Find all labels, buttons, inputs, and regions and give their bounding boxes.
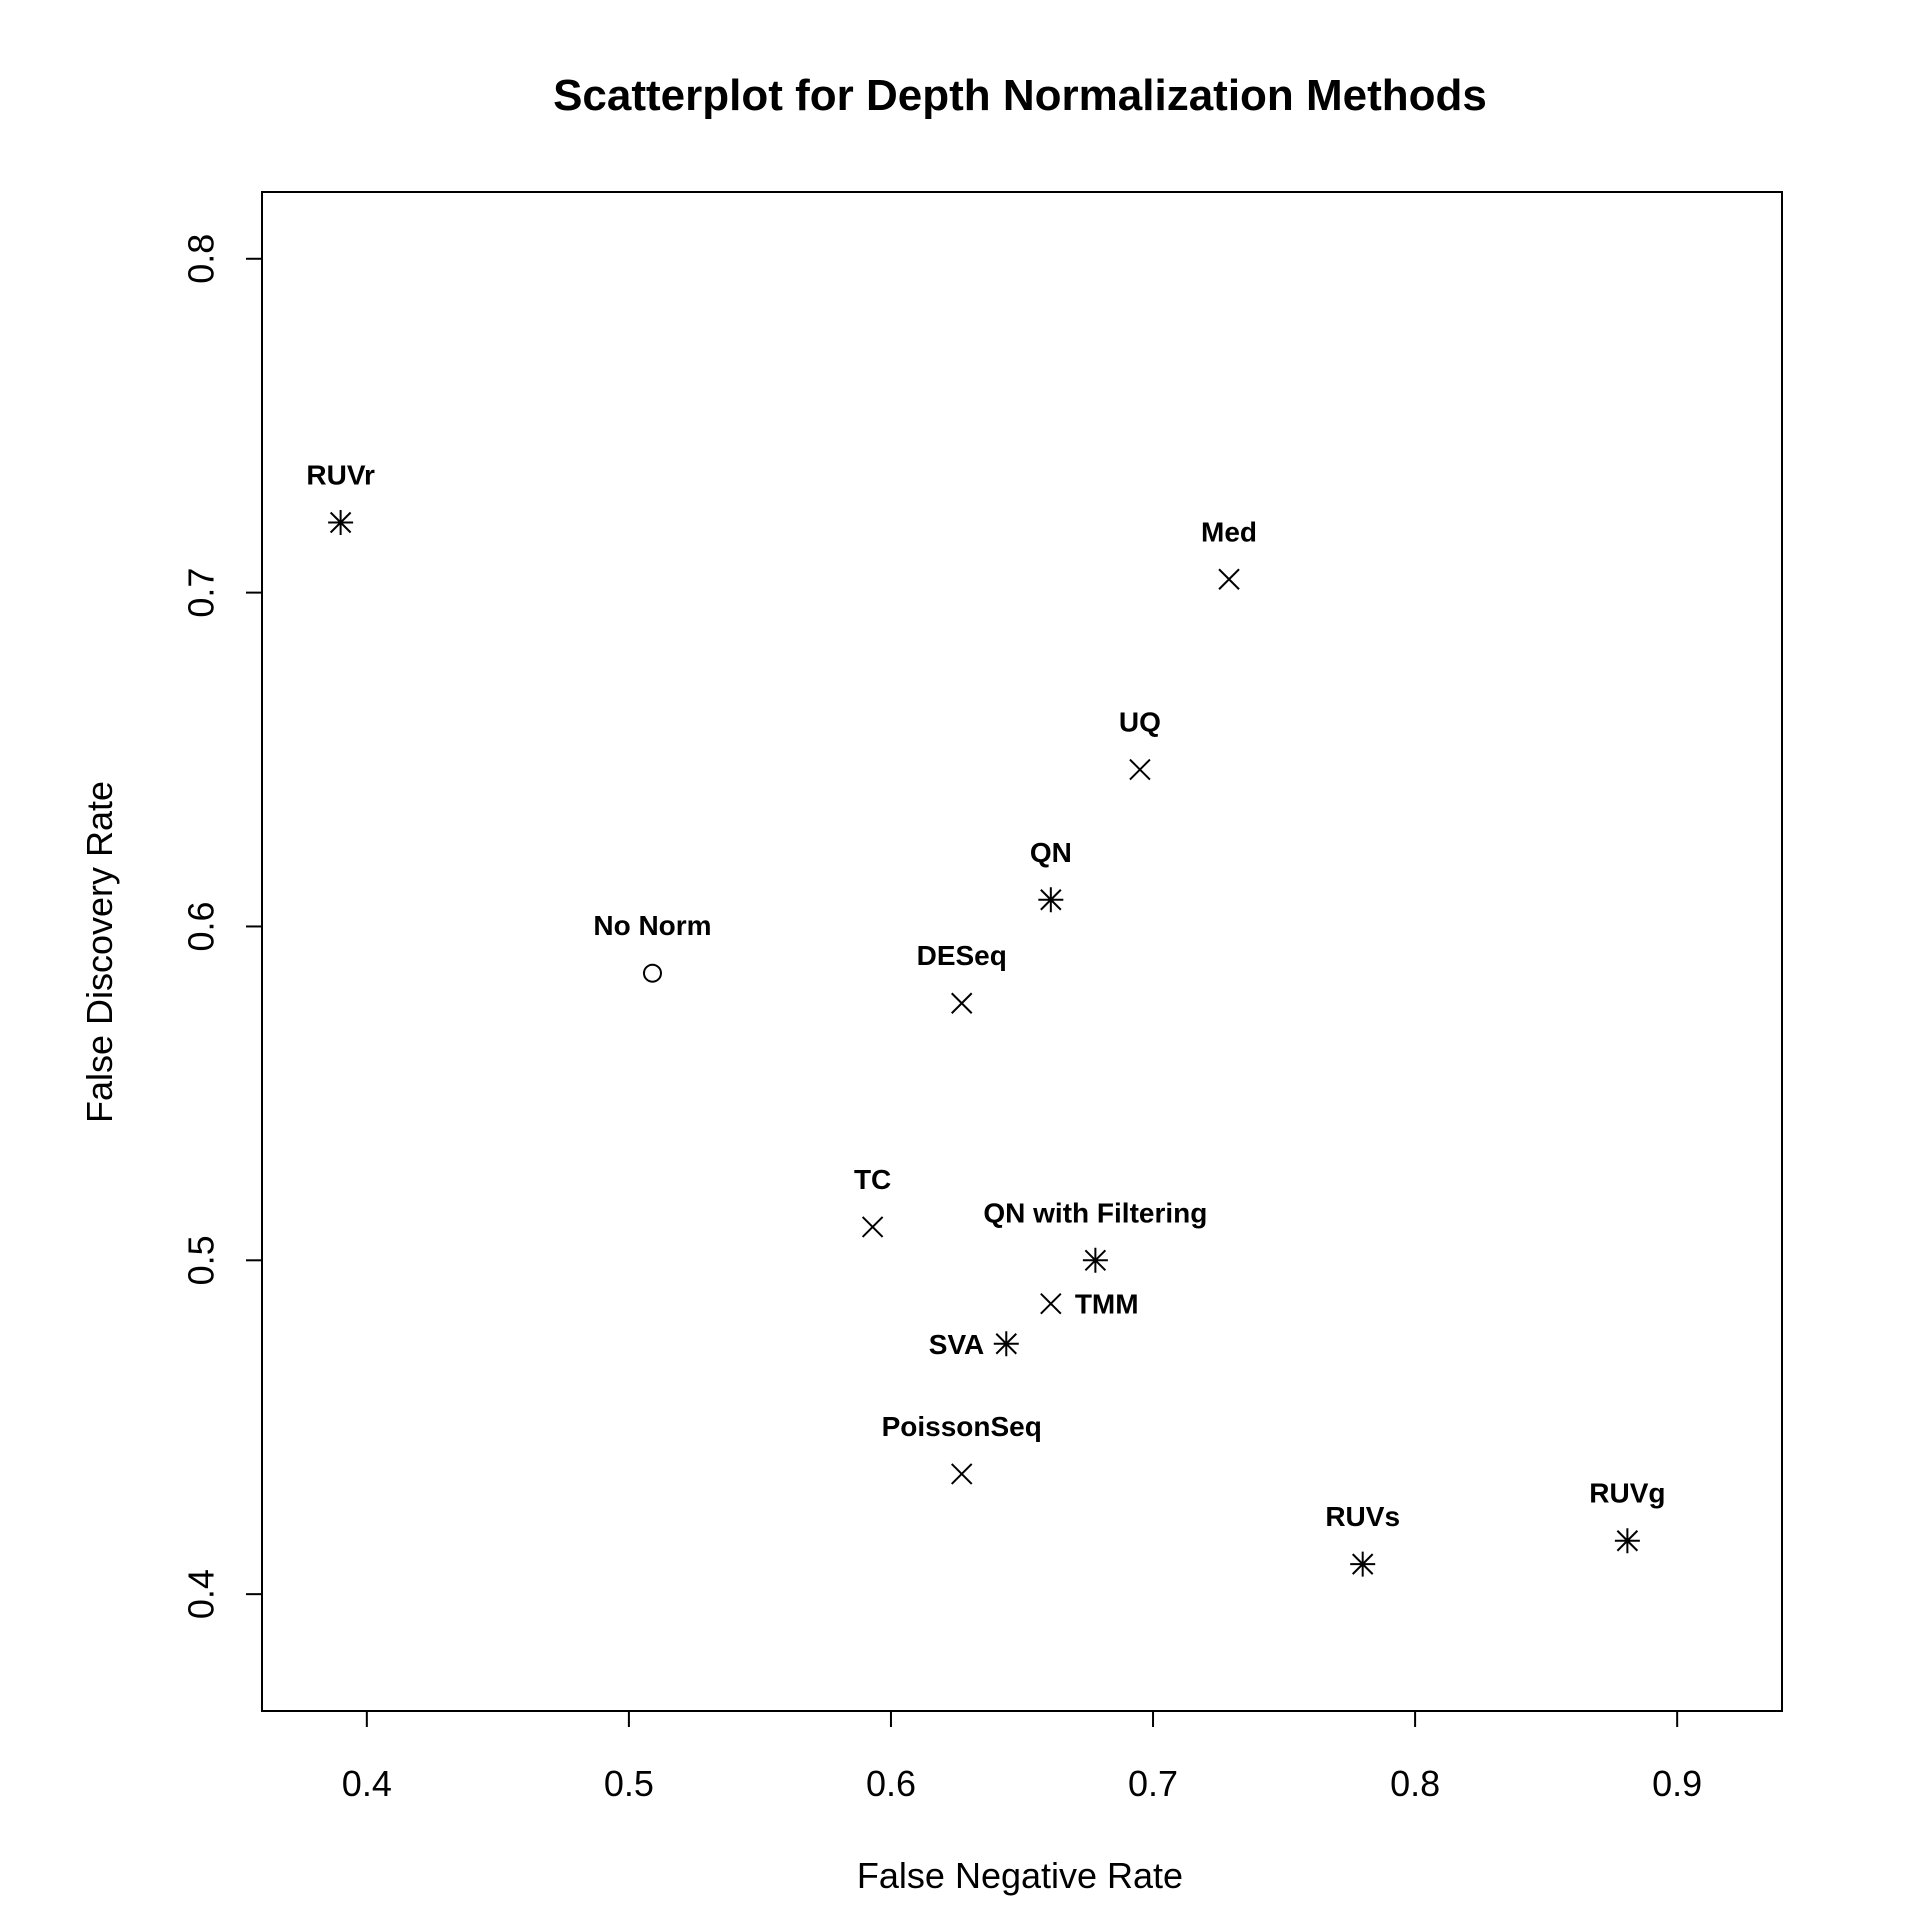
point-label: QN with Filtering	[983, 1197, 1207, 1228]
point-label: No Norm	[593, 910, 711, 941]
point-label: RUVr	[306, 460, 375, 491]
point-label: UQ	[1119, 707, 1161, 738]
point-label: Med	[1201, 516, 1257, 547]
y-axis: 0.4 0.5 0.6 0.7 0.8	[181, 234, 263, 1619]
point-label: SVA	[929, 1329, 985, 1360]
asterisk-marker	[993, 1331, 1019, 1357]
cross-marker	[951, 1463, 973, 1485]
x-tick-label: 0.8	[1390, 1763, 1440, 1804]
x-axis-title: False Negative Rate	[857, 1855, 1183, 1896]
y-tick-label: 0.5	[181, 1235, 222, 1285]
point-label: PoissonSeq	[882, 1411, 1042, 1442]
x-tick-label: 0.7	[1128, 1763, 1178, 1804]
point-label: RUVg	[1589, 1478, 1665, 1509]
data-point-ruvg	[1614, 1528, 1640, 1554]
y-tick-label: 0.7	[181, 568, 222, 618]
chart-title: Scatterplot for Depth Normalization Meth…	[553, 71, 1487, 120]
y-tick-label: 0.6	[181, 901, 222, 951]
point-label: TC	[854, 1164, 891, 1195]
x-tick-label: 0.5	[604, 1763, 654, 1804]
asterisk-marker	[1082, 1247, 1108, 1273]
point-label: RUVs	[1325, 1501, 1400, 1532]
x-tick-label: 0.6	[866, 1763, 916, 1804]
data-point-no-norm	[642, 963, 662, 983]
y-tick-label: 0.8	[181, 234, 222, 284]
data-point-tc	[861, 1216, 884, 1238]
data-point-poissonseq	[951, 1463, 973, 1485]
y-axis-title: False Discovery Rate	[79, 781, 120, 1123]
cross-marker	[1129, 758, 1151, 781]
cross-marker	[951, 992, 973, 1014]
y-tick-label: 0.4	[181, 1569, 222, 1619]
x-axis: 0.4 0.5 0.6 0.7 0.8 0.9	[342, 1710, 1702, 1804]
x-tick-label: 0.4	[342, 1763, 392, 1804]
asterisk-marker	[1350, 1551, 1376, 1577]
data-point-deseq	[951, 992, 973, 1014]
point-labels: RUVr Med UQ QN No Norm DESeq TC QN with Filteri…	[306, 460, 1665, 1533]
cross-marker	[861, 1216, 884, 1238]
asterisk-marker	[1614, 1528, 1640, 1554]
data-point-tmm	[1040, 1293, 1062, 1315]
cross-marker	[1040, 1293, 1062, 1315]
asterisk-marker	[328, 510, 354, 536]
data-points	[328, 510, 1640, 1577]
data-point-qn	[1038, 887, 1064, 913]
circle-marker	[642, 963, 662, 983]
point-label: DESeq	[917, 940, 1007, 971]
data-point-ruvs	[1350, 1551, 1376, 1577]
x-tick-label: 0.9	[1652, 1763, 1702, 1804]
data-point-sva	[993, 1331, 1019, 1357]
data-point-med	[1218, 568, 1240, 590]
data-point-ruvr	[328, 510, 354, 536]
point-label: QN	[1030, 837, 1072, 868]
point-label: TMM	[1075, 1289, 1139, 1320]
data-point-qn-with-filtering	[1082, 1247, 1108, 1273]
asterisk-marker	[1038, 887, 1064, 913]
data-point-uq	[1129, 758, 1151, 781]
plot-frame	[261, 191, 1783, 1712]
cross-marker	[1218, 568, 1240, 590]
